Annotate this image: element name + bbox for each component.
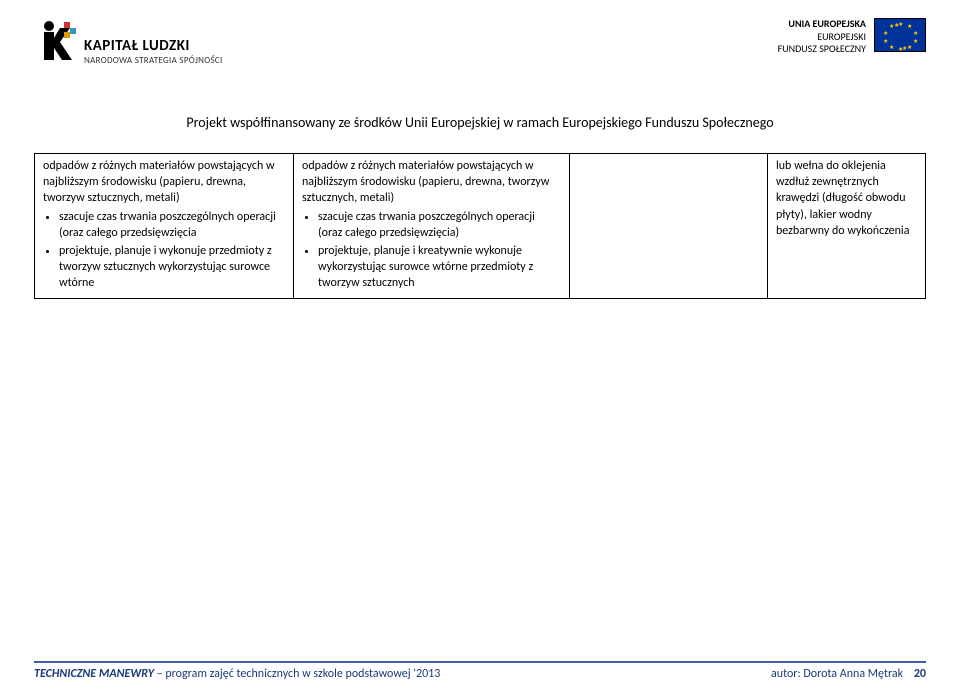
kapital-ludzki-subtitle: NARODOWA STRATEGIA SPÓJNOŚCI [84,55,223,66]
project-cofinance-statement: Projekt współfinansowany ze środków Unii… [34,114,926,131]
logo-kapital-ludzki: KAPITAŁ LUDZKI NARODOWA STRATEGIA SPÓJNO… [34,18,223,66]
eu-line1: UNIA EUROPEJSKA [778,18,866,31]
table-col-2: odpadów z różnych materiałów powstającyc… [294,153,570,299]
curriculum-table: odpadów z różnych materiałów powstającyc… [34,153,926,299]
footer-left: TECHNICZNE MANEWRY – program zajęć techn… [34,667,440,681]
footer-page-number: 20 [914,667,926,681]
list-item: szacuje czas trwania poszczególnych oper… [318,209,561,241]
logo-eu: UNIA EUROPEJSKA EUROPEJSKI FUNDUSZ SPOŁE… [778,18,926,56]
footer-title: TECHNICZNE MANEWRY [34,667,154,681]
page-footer: TECHNICZNE MANEWRY – program zajęć techn… [34,661,926,681]
kapital-ludzki-title: KAPITAŁ LUDZKI [84,37,223,55]
footer-rest: – program zajęć technicznych w szkole po… [154,667,440,681]
kapital-ludzki-text: KAPITAŁ LUDZKI NARODOWA STRATEGIA SPÓJNO… [84,18,223,66]
page-header: KAPITAŁ LUDZKI NARODOWA STRATEGIA SPÓJNO… [34,18,926,100]
table-col-4: lub wełna do oklejenia wzdłuż zewnętrzny… [768,153,926,299]
table-col-3 [570,153,768,299]
footer-right: autor: Dorota Anna Mętrak 20 [771,667,926,681]
eu-line3: FUNDUSZ SPOŁECZNY [778,43,866,56]
list-item: projektuje, planuje i wykonuje przedmiot… [59,243,285,292]
list-item: projektuje, planuje i kreatywnie wykonuj… [318,243,561,292]
eu-flag-icon: ★ ★ ★ ★ ★ ★ ★ ★ ★ ★ ★ ★ [874,18,926,52]
footer-author: autor: Dorota Anna Mętrak [771,667,903,681]
col1-bullets: szacuje czas trwania poszczególnych oper… [43,209,285,292]
eu-text: UNIA EUROPEJSKA EUROPEJSKI FUNDUSZ SPOŁE… [778,18,866,56]
col4-text: lub wełna do oklejenia wzdłuż zewnętrzny… [776,159,909,238]
col1-runon: odpadów z różnych materiałów powstającyc… [43,158,285,207]
kapital-ludzki-icon [34,18,76,66]
table-col-1: odpadów z różnych materiałów powstającyc… [34,153,294,299]
col2-bullets: szacuje czas trwania poszczególnych oper… [302,209,561,292]
list-item: szacuje czas trwania poszczególnych oper… [59,209,285,241]
col2-runon: odpadów z różnych materiałów powstającyc… [302,158,561,207]
